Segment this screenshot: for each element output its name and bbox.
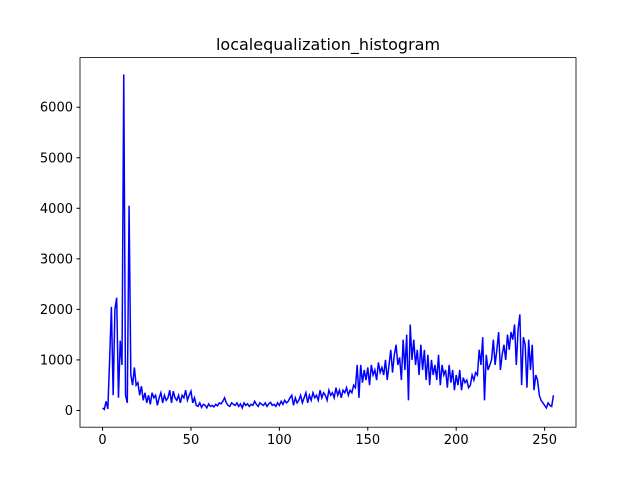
x-tick-label: 0 <box>98 433 106 448</box>
chart-title: localequalization_histogram <box>216 35 440 55</box>
y-tick-label: 1000 <box>40 353 73 368</box>
data-line <box>102 74 555 411</box>
y-tick-label: 6000 <box>40 101 73 116</box>
y-tick-label: 3000 <box>40 252 73 267</box>
y-tick-label: 0 <box>65 404 73 419</box>
x-tick-label: 200 <box>444 433 469 448</box>
y-tick-label: 2000 <box>40 303 73 318</box>
y-tick-label: 4000 <box>40 202 73 217</box>
y-tick-label: 5000 <box>40 151 73 166</box>
x-tick-label: 250 <box>532 433 557 448</box>
x-tick-label: 50 <box>183 433 200 448</box>
axes-frame <box>79 57 577 428</box>
x-tick-label: 100 <box>267 433 292 448</box>
x-tick-label: 150 <box>355 433 380 448</box>
